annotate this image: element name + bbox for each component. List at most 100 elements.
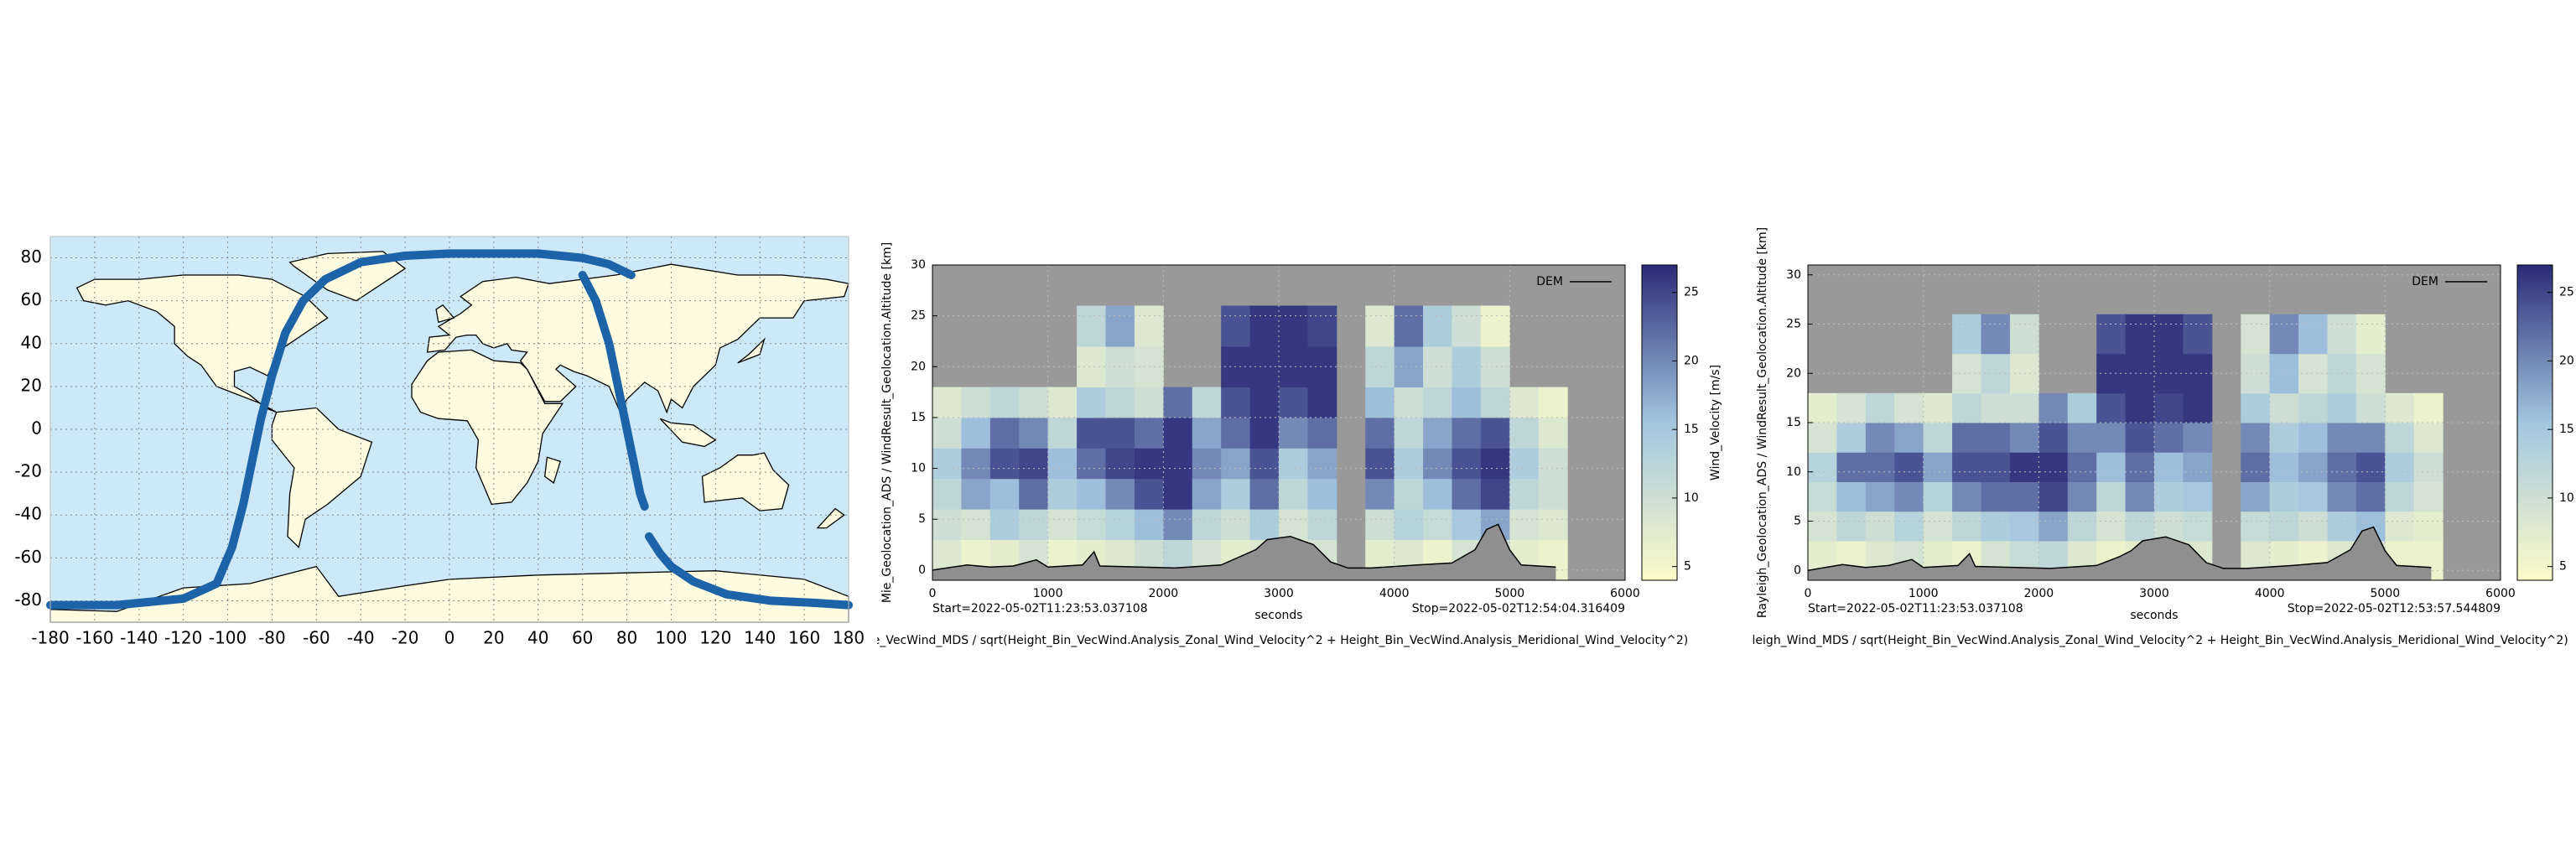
colorbar-segment bbox=[2517, 328, 2553, 331]
heatmap-cell bbox=[2298, 353, 2328, 394]
colorbar-segment bbox=[1642, 530, 1677, 534]
heatmap-cell bbox=[2096, 511, 2127, 542]
colorbar-segment bbox=[1642, 498, 1677, 502]
x-axis-label: seconds bbox=[1254, 609, 1302, 622]
heatmap-cell bbox=[2125, 452, 2155, 482]
heatmap-cell bbox=[1077, 509, 1106, 540]
colorbar-segment bbox=[2517, 404, 2553, 408]
heatmap-cell bbox=[1894, 423, 1924, 453]
heatmap-cell bbox=[989, 417, 1020, 449]
heatmap-cell bbox=[1423, 417, 1452, 449]
heatmap-cell bbox=[2241, 452, 2271, 482]
colorbar-segment bbox=[1642, 430, 1677, 434]
x-tick-label: -160 bbox=[75, 628, 113, 648]
heatmap-cell bbox=[1134, 478, 1164, 510]
heatmap-cell bbox=[2327, 452, 2357, 482]
colorbar-segment bbox=[1642, 472, 1677, 476]
colorbar-segment bbox=[1642, 412, 1677, 416]
colorbar-segment bbox=[2517, 477, 2553, 481]
colorbar-segment bbox=[2517, 330, 2553, 335]
heatmap-cell bbox=[1163, 387, 1193, 418]
colorbar-segment bbox=[2517, 470, 2553, 474]
colorbar-segment bbox=[2517, 467, 2553, 470]
heatmap-cell bbox=[1365, 509, 1395, 540]
colorbar-segment bbox=[2517, 270, 2553, 273]
colorbar-segment bbox=[2517, 412, 2553, 416]
y-axis-label: Rayleigh_Geolocation_ADS / WindResult_Ge… bbox=[1756, 227, 1769, 618]
colorbar-segment bbox=[1642, 541, 1677, 544]
colorbar-segment bbox=[1642, 504, 1677, 507]
y-tick-label: -60 bbox=[14, 547, 42, 567]
colorbar-segment bbox=[2517, 322, 2553, 326]
heatmap-cell bbox=[1538, 448, 1568, 480]
heatmap-cell bbox=[961, 478, 991, 510]
heatmap-cell bbox=[1423, 346, 1452, 388]
heatmap-cell bbox=[2269, 353, 2299, 394]
colorbar-segment bbox=[1642, 548, 1677, 553]
colorbar-segment bbox=[2517, 338, 2553, 342]
coastline bbox=[816, 507, 845, 529]
heatmap-cell bbox=[1480, 448, 1510, 480]
x-tick-label: -180 bbox=[31, 628, 69, 648]
colorbar-segment bbox=[2517, 265, 2553, 268]
start-annotation: Start=2022-05-02T11:23:53.037108 bbox=[932, 602, 1148, 615]
chart-title: Mie_VecWind_MDS / sqrt(Height_Bin_VecWin… bbox=[860, 634, 1688, 647]
colorbar-segment bbox=[1642, 367, 1677, 371]
heatmap-cell bbox=[1249, 478, 1280, 510]
heatmap-cell bbox=[1019, 509, 1049, 540]
heatmap-cell bbox=[2327, 511, 2357, 542]
heatmap-cell bbox=[2009, 511, 2039, 542]
heatmap-cell bbox=[2241, 481, 2271, 512]
colorbar-segment bbox=[1642, 423, 1677, 426]
heatmap-cell bbox=[1509, 417, 1540, 449]
x-tick-label: 180 bbox=[833, 628, 865, 648]
x-tick-label: -140 bbox=[120, 628, 158, 648]
heatmap-cell bbox=[1105, 387, 1135, 418]
colorbar-segment bbox=[1642, 386, 1677, 389]
heatmap-cell bbox=[2413, 481, 2444, 512]
heatmap-cell bbox=[1105, 509, 1135, 540]
colorbar-segment bbox=[2517, 577, 2553, 581]
heatmap-cell bbox=[1365, 448, 1395, 480]
colorbar-segment bbox=[1642, 319, 1677, 324]
heatmap-cell bbox=[2327, 481, 2357, 512]
heatmap-cell bbox=[1509, 387, 1540, 418]
heatmap-cell bbox=[2241, 511, 2271, 542]
colorbar-segment bbox=[2517, 483, 2553, 486]
colorbar-segment bbox=[2517, 556, 2553, 560]
x-tick-label: 2000 bbox=[1149, 587, 1179, 600]
x-tick-label: 2000 bbox=[2024, 587, 2054, 600]
heatmap-cell bbox=[1249, 305, 1280, 347]
y-tick-label: 5 bbox=[918, 512, 926, 526]
colorbar-segment bbox=[1642, 314, 1677, 319]
colorbar-segment bbox=[1642, 532, 1677, 537]
colorbar-segment bbox=[1642, 517, 1677, 521]
colorbar-segment bbox=[2517, 546, 2553, 549]
heatmap-cell bbox=[1249, 387, 1280, 418]
colorbar-segment bbox=[1642, 551, 1677, 555]
colorbar-segment bbox=[1642, 330, 1677, 335]
x-tick-label: -20 bbox=[392, 628, 419, 648]
heatmap-cell bbox=[1192, 387, 1222, 418]
colorbar-segment bbox=[2517, 377, 2553, 382]
coastline bbox=[544, 456, 562, 484]
colorbar-segment bbox=[1642, 572, 1677, 576]
colorbar-segment bbox=[2517, 462, 2553, 465]
colorbar-segment bbox=[1642, 514, 1677, 518]
heatmap-cell bbox=[2067, 481, 2097, 512]
colorbar-segment bbox=[1642, 574, 1677, 579]
heatmap-cell bbox=[1923, 423, 1953, 453]
colorbar-segment bbox=[2517, 433, 2553, 437]
heatmap-cell bbox=[1047, 417, 1078, 449]
colorbar-segment bbox=[1642, 344, 1677, 347]
heatmap-cell bbox=[2413, 452, 2444, 482]
heatmap-cell bbox=[2183, 314, 2213, 355]
heatmap-cell bbox=[1808, 452, 1837, 482]
x-tick-label: 40 bbox=[527, 628, 548, 648]
colorbar-segment bbox=[2517, 435, 2553, 439]
x-tick-label: -40 bbox=[347, 628, 375, 648]
colorbar-segment bbox=[1642, 328, 1677, 331]
x-tick-label: 5000 bbox=[1495, 587, 1525, 600]
x-tick-label: -80 bbox=[258, 628, 286, 648]
heatmap-cell bbox=[1019, 387, 1049, 418]
